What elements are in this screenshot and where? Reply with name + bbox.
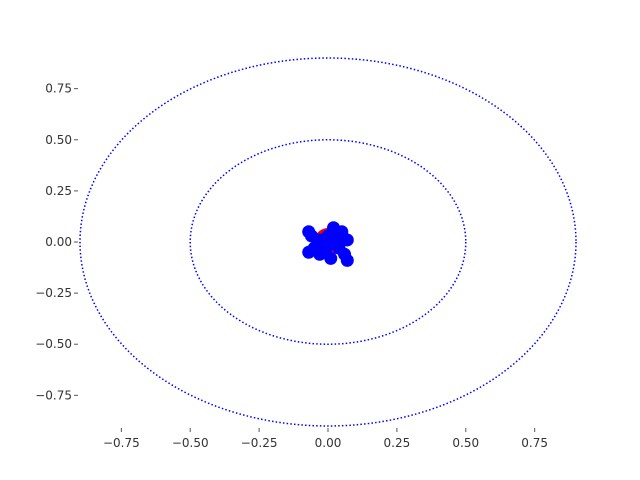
x-tick-label: −0.75 [103, 436, 140, 450]
orbit-circle-2 [79, 57, 577, 427]
x-tick-label: −0.50 [172, 436, 209, 450]
x-tick-label: 0.00 [315, 436, 342, 450]
x-tick-label: 0.75 [521, 436, 548, 450]
y-tick-label: −0.25 [35, 286, 72, 300]
orbiting-point [302, 245, 316, 259]
y-tick-label: −0.50 [35, 337, 72, 351]
orbit-circle-1 [189, 139, 467, 345]
markers [302, 221, 354, 267]
orbiting-point [321, 229, 335, 243]
y-tick-label: 0.00 [45, 235, 72, 249]
x-axis: −0.75 −0.50 −0.25 0.00 0.25 0.50 0.75 [103, 428, 548, 450]
y-tick-label: 0.50 [45, 133, 72, 147]
orbiting-point [332, 241, 346, 255]
y-tick-label: −0.75 [35, 388, 72, 402]
x-tick-label: 0.50 [452, 436, 479, 450]
orbiting-point [318, 243, 332, 257]
y-tick-label: 0.25 [45, 184, 72, 198]
orbit-circles [79, 57, 577, 427]
orbiting-point [340, 233, 354, 247]
y-tick-label: 0.75 [45, 82, 72, 96]
x-tick-label: −0.25 [241, 436, 278, 450]
y-axis: 0.75 0.50 0.25 0.00 −0.25 −0.50 −0.75 [35, 82, 78, 402]
orbiting-point [340, 253, 354, 267]
x-tick-label: 0.25 [384, 436, 411, 450]
